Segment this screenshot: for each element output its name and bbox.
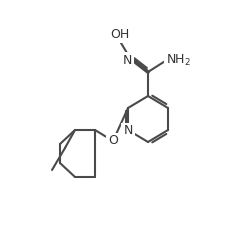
- Text: NH$_2$: NH$_2$: [165, 52, 190, 67]
- Text: O: O: [108, 134, 118, 148]
- Text: N: N: [123, 125, 133, 137]
- Text: N: N: [122, 54, 132, 67]
- Text: OH: OH: [110, 28, 130, 42]
